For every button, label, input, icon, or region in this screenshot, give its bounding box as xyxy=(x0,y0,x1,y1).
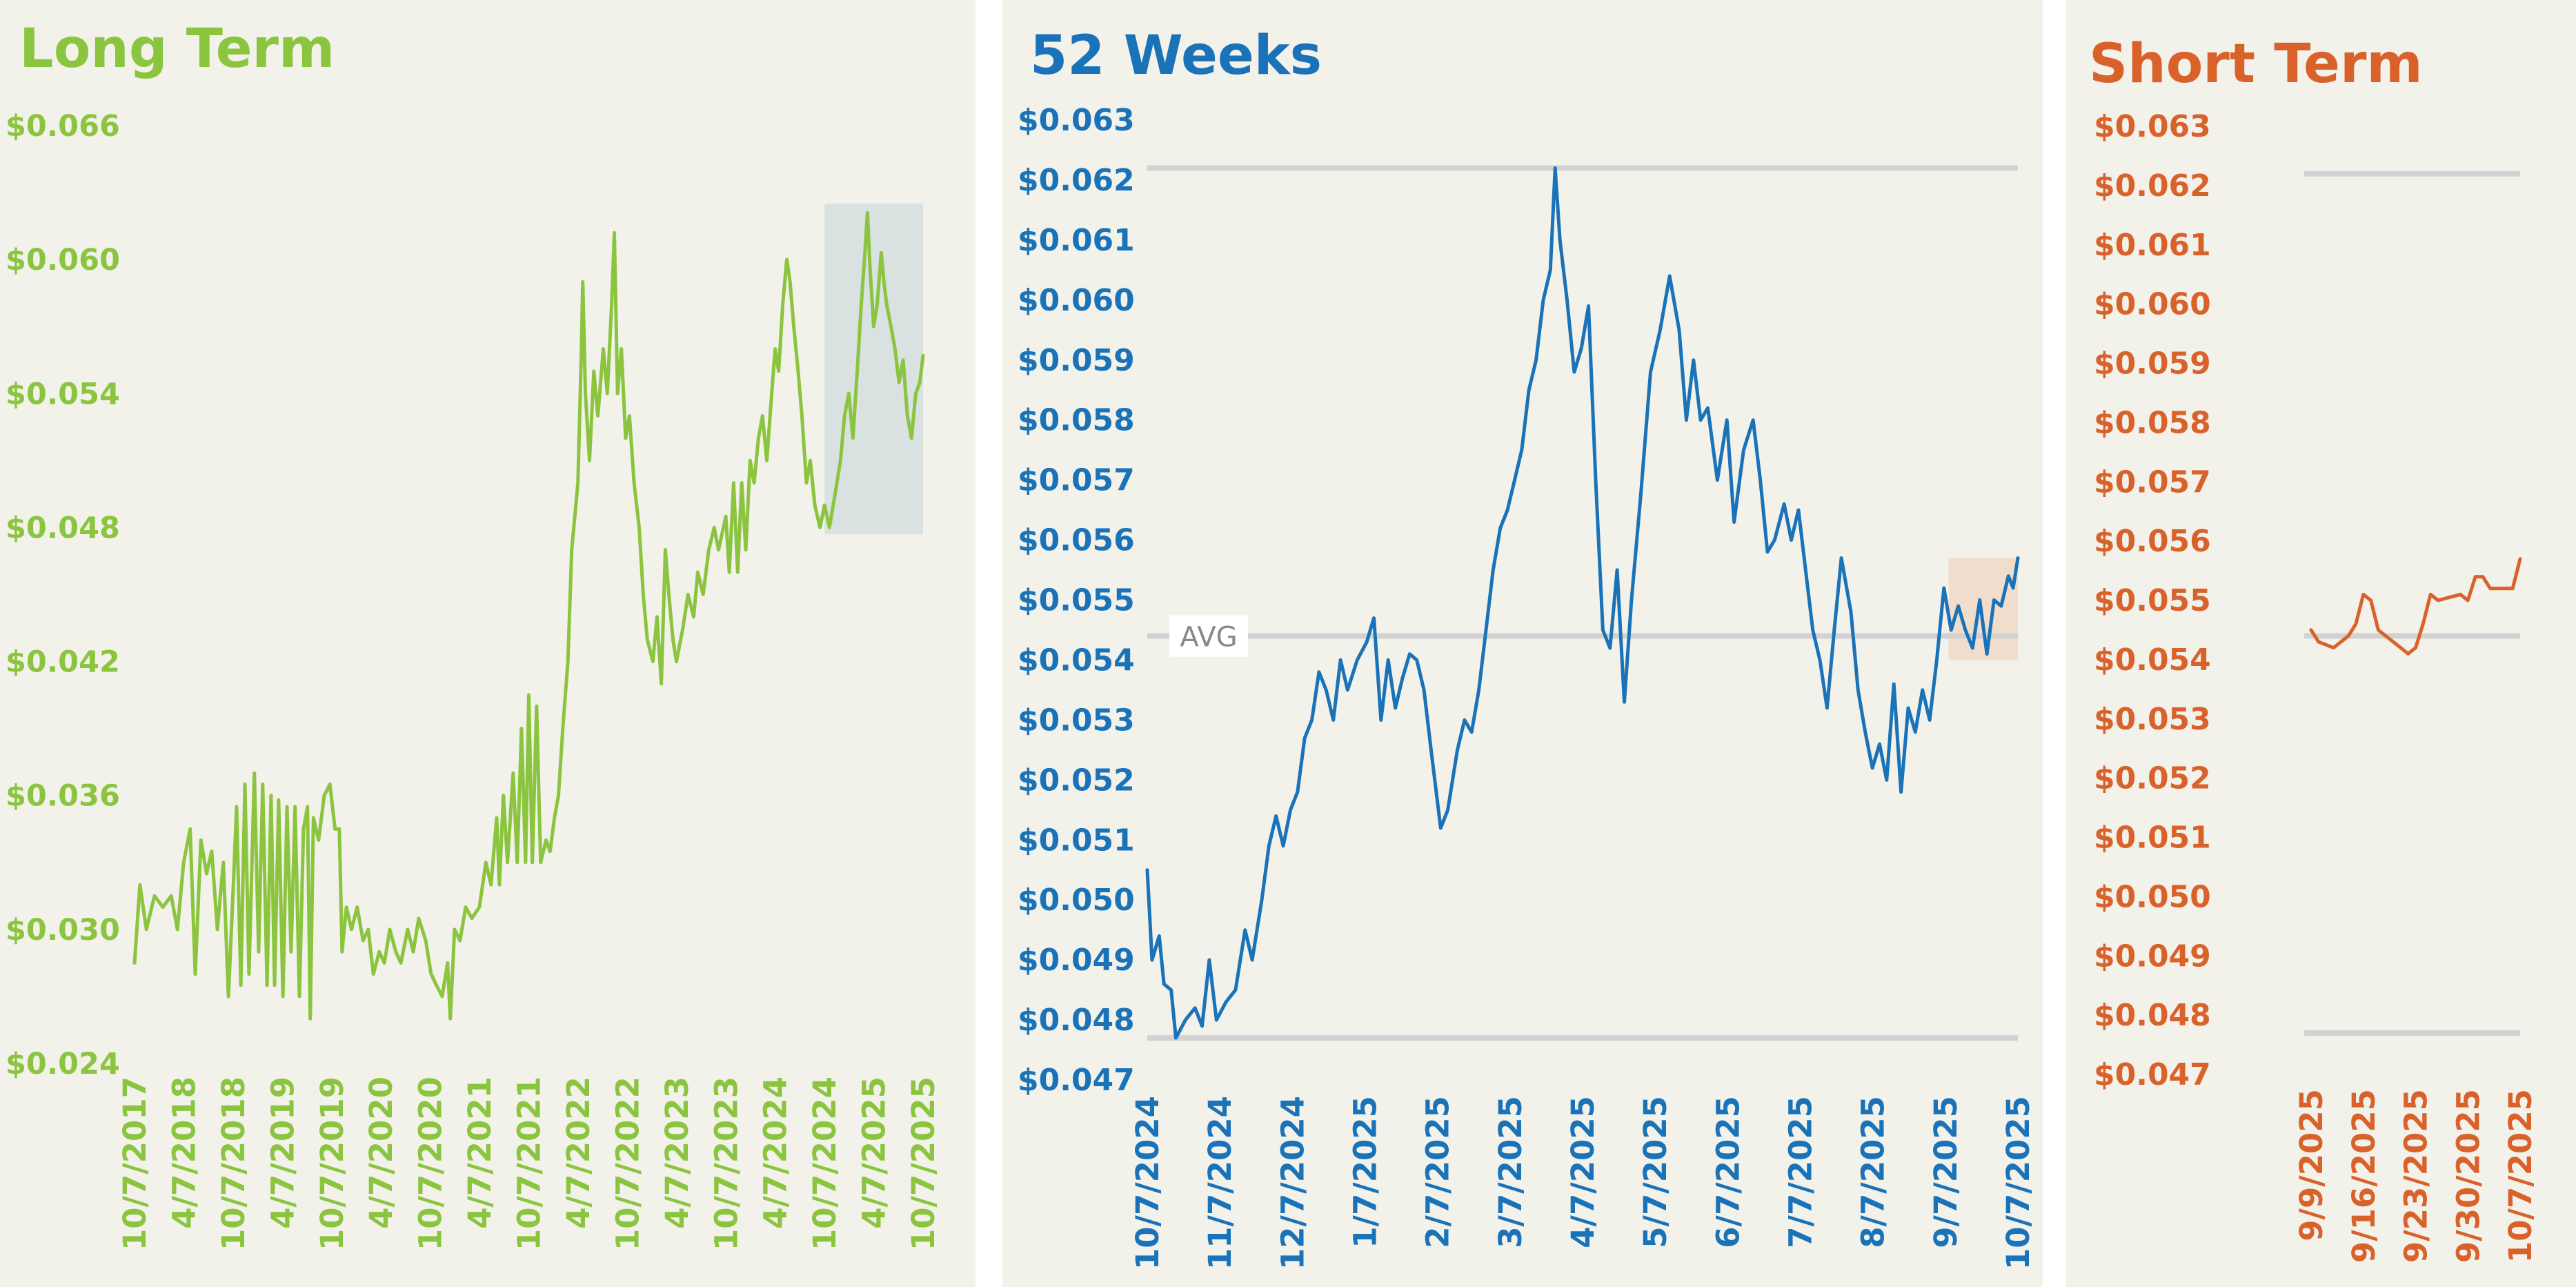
x-tick-label: 9/16/2025 xyxy=(2346,1089,2382,1263)
y-tick-label: $0.051 xyxy=(2094,821,2211,856)
x-tick-label: 10/7/2023 xyxy=(708,1077,744,1250)
y-tick-label: $0.057 xyxy=(2094,464,2211,500)
avg-label: AVG xyxy=(1180,622,1237,654)
x-tick-label: 11/7/2024 xyxy=(1202,1096,1238,1270)
y-tick-label: $0.057 xyxy=(1018,463,1135,498)
y-tick-label: $0.055 xyxy=(1018,583,1135,618)
x-tick-label: 10/7/2017 xyxy=(117,1077,153,1250)
x-tick-label: 10/7/2018 xyxy=(215,1077,252,1250)
x-tick-label: 10/7/2024 xyxy=(1129,1096,1166,1270)
series-line xyxy=(1145,166,2020,1040)
52-weeks-chart: $0.047 $0.048 $0.049 $0.050 $0.051 $0.052 $0.0… xyxy=(1018,103,2037,1270)
y-tick-label: $0.050 xyxy=(1018,883,1135,918)
y-tick-label: $0.051 xyxy=(1018,823,1135,858)
y-tick-label: $0.061 xyxy=(1018,223,1135,258)
x-tick-label: 10/7/2021 xyxy=(511,1077,548,1250)
long-term-chart: $0.024 $0.030 $0.036 $0.042 $0.048 $0.054 $0.0… xyxy=(6,109,942,1250)
x-tick-label: 5/7/2025 xyxy=(1637,1096,1674,1248)
y-tick-label: $0.058 xyxy=(2094,405,2211,440)
x-tick-label: 8/7/2025 xyxy=(1855,1096,1892,1248)
x-tick-label: 4/7/2024 xyxy=(757,1077,794,1229)
series-line xyxy=(2309,557,2522,656)
long-term-panel: $0.024 $0.030 $0.036 $0.042 $0.048 $0.054 $0.0… xyxy=(0,0,975,1287)
y-tick-label: $0.048 xyxy=(6,511,120,545)
52-weeks-panel: $0.047 $0.048 $0.049 $0.050 $0.051 $0.052 $0.0… xyxy=(1002,0,2043,1287)
x-tick-label: 6/7/2025 xyxy=(1710,1096,1746,1248)
x-tick-label: 4/7/2021 xyxy=(462,1077,498,1229)
x-tick-label: 9/9/2025 xyxy=(2293,1089,2330,1241)
x-tick-label: 10/7/2025 xyxy=(905,1077,942,1250)
y-tick-label: $0.060 xyxy=(2094,287,2211,322)
x-tick-label: 12/7/2024 xyxy=(1274,1096,1311,1270)
x-tick-label: 4/7/2025 xyxy=(1565,1096,1601,1248)
y-tick-label: $0.042 xyxy=(6,645,120,680)
y-tick-label: $0.063 xyxy=(1018,103,1135,138)
y-tick-label: $0.030 xyxy=(6,913,120,947)
y-tick-label: $0.048 xyxy=(1018,1003,1135,1038)
y-tick-label: $0.052 xyxy=(2094,761,2211,796)
short-term-title: Short Term xyxy=(2089,33,2423,95)
y-tick-label: $0.054 xyxy=(6,377,120,411)
x-tick-label: 7/7/2025 xyxy=(1783,1096,1819,1248)
y-tick-label: $0.059 xyxy=(2094,346,2211,382)
y-tick-label: $0.047 xyxy=(1018,1063,1135,1098)
x-tick-label: 9/30/2025 xyxy=(2450,1089,2486,1263)
y-tick-label: $0.056 xyxy=(2094,524,2211,559)
x-tick-label: 2/7/2025 xyxy=(1420,1096,1456,1248)
x-tick-label: 10/7/2024 xyxy=(806,1077,843,1250)
y-tick-label: $0.058 xyxy=(1018,403,1135,438)
x-tick-label: 4/7/2018 xyxy=(166,1077,202,1229)
y-tick-label: $0.054 xyxy=(2094,642,2211,678)
y-tick-label: $0.059 xyxy=(1018,343,1135,378)
y-tick-label: $0.060 xyxy=(1018,283,1135,318)
x-tick-label: 10/7/2025 xyxy=(2000,1096,2037,1270)
y-tick-label: $0.062 xyxy=(1018,163,1135,198)
x-tick-label: 10/7/2019 xyxy=(314,1077,350,1250)
y-tick-label: $0.047 xyxy=(2094,1057,2211,1092)
y-tick-label: $0.049 xyxy=(2094,939,2211,974)
x-tick-label: 4/7/2022 xyxy=(560,1077,597,1229)
y-tick-label: $0.066 xyxy=(6,109,120,144)
highlight-region xyxy=(824,204,923,535)
y-tick-label: $0.048 xyxy=(2094,998,2211,1033)
y-tick-label: $0.062 xyxy=(2094,168,2211,204)
x-tick-label: 4/7/2025 xyxy=(856,1077,893,1229)
x-tick-label: 1/7/2025 xyxy=(1347,1096,1384,1248)
y-tick-label: $0.055 xyxy=(2094,583,2211,618)
x-tick-label: 10/7/2020 xyxy=(413,1077,449,1250)
avg-label-box xyxy=(1169,615,1248,657)
y-tick-label: $0.056 xyxy=(1018,523,1135,558)
y-tick-label: $0.060 xyxy=(6,243,120,277)
short-term-panel: $0.047 $0.048 $0.049 $0.050 $0.051 $0.052 $0.0… xyxy=(2066,0,2576,1287)
y-tick-label: $0.053 xyxy=(1018,703,1135,738)
y-tick-label: $0.061 xyxy=(2094,228,2211,263)
x-tick-label: 4/7/2020 xyxy=(363,1077,399,1229)
52-weeks-title: 52 Weeks xyxy=(1030,25,1322,87)
y-tick-label: $0.050 xyxy=(2094,879,2211,914)
x-tick-label: 9/7/2025 xyxy=(1928,1096,1964,1248)
x-tick-label: 9/23/2025 xyxy=(2398,1089,2435,1263)
long-term-title: Long Term xyxy=(19,18,335,80)
series-line xyxy=(132,210,925,1021)
x-tick-label: 4/7/2023 xyxy=(659,1077,695,1229)
y-tick-label: $0.024 xyxy=(6,1047,120,1081)
x-tick-label: 3/7/2025 xyxy=(1492,1096,1529,1248)
y-tick-label: $0.036 xyxy=(6,779,120,814)
y-tick-label: $0.054 xyxy=(1018,642,1135,678)
y-tick-label: $0.049 xyxy=(1018,943,1135,978)
y-tick-label: $0.052 xyxy=(1018,763,1135,798)
x-tick-label: 4/7/2019 xyxy=(264,1077,301,1229)
x-tick-label: 10/7/2022 xyxy=(609,1077,646,1250)
x-tick-label: 10/7/2025 xyxy=(2502,1089,2539,1263)
y-tick-label: $0.063 xyxy=(2094,109,2211,144)
y-tick-label: $0.053 xyxy=(2094,702,2211,737)
short-term-chart: $0.047 $0.048 $0.049 $0.050 $0.051 $0.052 $0.0… xyxy=(2094,109,2539,1263)
